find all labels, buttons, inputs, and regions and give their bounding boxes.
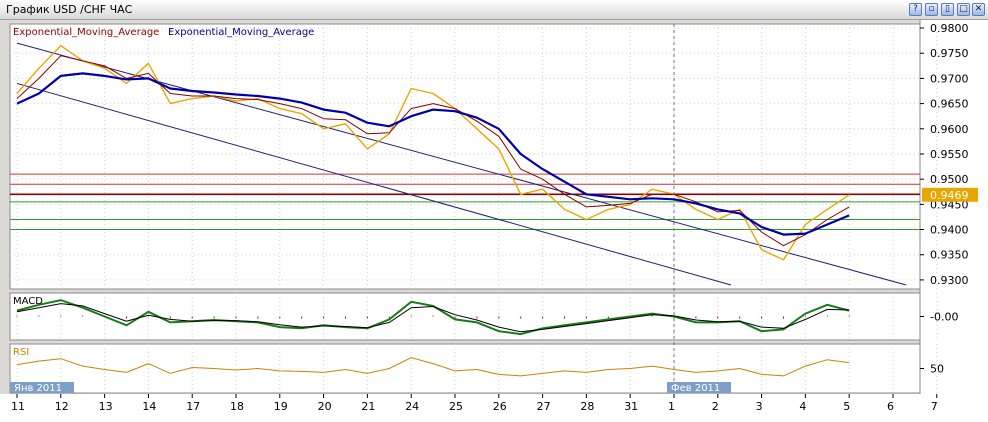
rsi-tick-label: 50: [930, 363, 944, 376]
chart-area[interactable]: Exponential_Moving_Average Exponential_Mo…: [0, 20, 988, 422]
macd-title: MACD: [13, 296, 43, 307]
y-tick-label-10: 0.9300: [930, 274, 969, 287]
tile-icon: ▯: [945, 4, 950, 14]
panel-frame-1: [9, 292, 921, 341]
help-icon: ?: [913, 4, 918, 14]
restore-button[interactable]: ▫: [925, 3, 938, 16]
restore-icon: ▫: [928, 4, 935, 14]
current-price-label: 0.9469: [930, 189, 969, 202]
y-tick-label-3: 0.9650: [930, 98, 969, 111]
maximize-button[interactable]: □: [957, 3, 970, 16]
y-tick-label-8: 0.9400: [930, 224, 969, 237]
period-tag-box-1: [667, 382, 731, 393]
x-tick-label-17: 3: [756, 400, 763, 413]
rsi-series-line: [16, 357, 850, 377]
x-tick-label-12: 27: [537, 400, 551, 413]
x-tick-label-18: 4: [799, 400, 806, 413]
price-series-line: [16, 45, 850, 261]
x-tick-label-3: 14: [142, 400, 156, 413]
period-tag-label-1: Фев 2011: [671, 383, 720, 394]
x-tick-label-2: 13: [99, 400, 113, 413]
y-tick-label-6: 0.9500: [930, 173, 969, 186]
x-tick-label-9: 24: [405, 400, 419, 413]
x-tick-label-4: 17: [186, 400, 200, 413]
x-tick-label-1: 12: [55, 400, 69, 413]
x-tick-label-10: 25: [449, 400, 463, 413]
x-tick-label-15: 1: [668, 400, 675, 413]
x-tick-label-0: 11: [11, 400, 25, 413]
y-tick-label-4: 0.9600: [930, 123, 969, 136]
y-tick-label-5: 0.9550: [930, 148, 969, 161]
x-tick-label-7: 20: [318, 400, 332, 413]
y-tick-label-0: 0.9800: [930, 22, 969, 35]
close-button[interactable]: ✕: [972, 3, 985, 16]
maximize-icon: □: [959, 4, 968, 14]
channel-upper-line: [16, 42, 907, 286]
right-axis-bg: [920, 20, 988, 422]
x-tick-label-16: 2: [712, 400, 719, 413]
x-tick-label-11: 26: [493, 400, 507, 413]
x-tick-label-13: 28: [580, 400, 594, 413]
y-tick-label-9: 0.9350: [930, 249, 969, 262]
window-title: График USD /CHF ЧАС: [6, 3, 133, 16]
x-tick-label-5: 18: [230, 400, 244, 413]
tile-button[interactable]: ▯: [941, 3, 954, 16]
help-button[interactable]: ?: [909, 3, 922, 16]
rsi-title: RSI: [13, 347, 29, 358]
x-tick-label-14: 31: [624, 400, 638, 413]
panel-frame-0: [9, 23, 921, 290]
x-tick-label-8: 21: [361, 400, 375, 413]
window-titlebar[interactable]: График USD /CHF ЧАС ? ▫ ▯ □ ✕: [0, 0, 988, 20]
x-tick-label-19: 5: [843, 400, 850, 413]
channel-lower-line: [16, 82, 732, 286]
panel-frame-2: [9, 343, 921, 394]
macd-tick-label: -0.00: [930, 311, 958, 324]
period-tag-box-0: [10, 382, 74, 393]
y-tick-label-1: 0.9750: [930, 47, 969, 60]
macd-main-line: [16, 299, 850, 336]
legend-ema-2: Exponential_Moving_Average: [168, 27, 314, 38]
period-tag-label-0: Янв 2011: [14, 383, 62, 394]
current-price-box: [922, 187, 978, 202]
macd-signal-line: [16, 303, 850, 333]
legend-ema-1: Exponential_Moving_Average: [13, 27, 159, 38]
time-axis-bg: [0, 394, 988, 422]
ema-slow-series-line: [16, 72, 850, 236]
y-tick-label-2: 0.9700: [930, 72, 969, 85]
x-tick-label-21: 7: [931, 400, 938, 413]
close-icon: ✕: [974, 4, 983, 14]
x-tick-label-6: 19: [274, 400, 288, 413]
x-tick-label-20: 6: [887, 400, 894, 413]
